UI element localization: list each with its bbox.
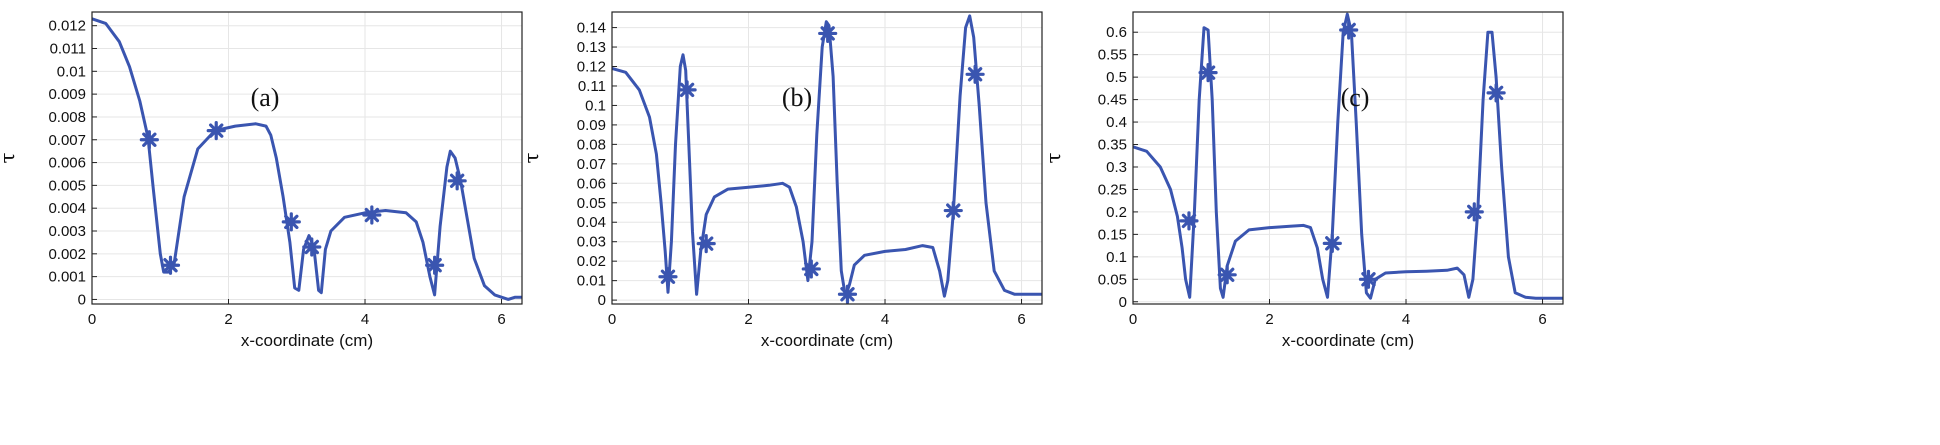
data-marker xyxy=(206,121,226,141)
y-tick-label: 0.05 xyxy=(1098,271,1127,288)
y-tick-label: 0.02 xyxy=(577,253,606,270)
x-tick-label: 4 xyxy=(881,311,889,328)
series-line xyxy=(92,17,522,301)
y-tick-label: 0.01 xyxy=(577,273,606,290)
y-tick-label: 0.012 xyxy=(48,18,86,35)
x-tick-label: 6 xyxy=(1017,311,1025,328)
data-marker xyxy=(447,171,467,191)
y-tick-label: 0.001 xyxy=(48,269,86,286)
x-axis-label: x-coordinate (cm) xyxy=(241,331,373,350)
series-line xyxy=(612,14,1042,298)
data-marker xyxy=(696,234,716,254)
data-marker xyxy=(658,267,678,287)
x-tick-label: 0 xyxy=(88,311,96,328)
series-line xyxy=(1133,12,1563,300)
y-tick-label: 0.55 xyxy=(1098,47,1127,64)
y-tick-label: 0.5 xyxy=(1106,69,1127,86)
data-marker xyxy=(677,80,697,100)
y-tick-label: 0.15 xyxy=(1098,226,1127,243)
data-marker xyxy=(1217,265,1237,285)
y-tick-label: 0.07 xyxy=(577,156,606,173)
data-marker xyxy=(425,255,445,275)
x-tick-label: 6 xyxy=(1538,311,1546,328)
y-tick-label: 0.007 xyxy=(48,132,86,149)
data-marker xyxy=(837,284,858,304)
y-tick-label: 0.1 xyxy=(1106,249,1127,266)
y-tick-label: 0.12 xyxy=(577,59,606,76)
data-marker xyxy=(281,212,301,232)
data-marker xyxy=(1358,269,1379,289)
data-marker xyxy=(818,23,838,44)
data-marker xyxy=(1464,202,1484,222)
y-tick-label: 0.005 xyxy=(48,177,86,194)
y-tick-label: 0.6 xyxy=(1106,24,1127,41)
data-marker xyxy=(1486,83,1506,103)
y-tick-label: 0.2 xyxy=(1106,204,1127,221)
y-tick-label: 0.004 xyxy=(48,200,86,217)
y-tick-label: 0.008 xyxy=(48,109,86,126)
y-tick-label: 0 xyxy=(1119,294,1127,311)
y-tick-label: 0.4 xyxy=(1106,114,1127,131)
data-marker xyxy=(1179,211,1199,231)
y-tick-label: 0.003 xyxy=(48,223,86,240)
y-tick-label: 0.35 xyxy=(1098,137,1127,154)
y-tick-label: 0.13 xyxy=(577,39,606,56)
data-marker xyxy=(1322,233,1342,253)
chart-panel-2: 0 2 4 6 0 0.05 0.1 0.15 0.2 0.25 0.3 0.35 0.4 0.45 0.5… xyxy=(1041,11,1564,350)
y-tick-label: 0.01 xyxy=(57,63,86,80)
y-tick-label: 0.1 xyxy=(585,97,606,114)
x-tick-label: 2 xyxy=(224,311,232,328)
data-marker xyxy=(1339,20,1359,40)
panel-annotation: (c) xyxy=(1341,83,1370,112)
y-tick-label: 0.04 xyxy=(577,214,606,231)
y-tick-label: 0.45 xyxy=(1098,92,1127,109)
chart-panel-0: 0 2 4 6 0 0.001 0.002 0.003 0.004 0.005 0.006 0.007… xyxy=(0,11,523,350)
y-tick-label: 0.011 xyxy=(50,41,86,58)
x-tick-label: 4 xyxy=(361,311,369,328)
x-tick-label: 4 xyxy=(1402,311,1410,328)
data-marker xyxy=(1198,63,1218,83)
y-axis-label: τ xyxy=(1041,152,1065,163)
x-tick-label: 2 xyxy=(744,311,752,328)
y-tick-label: 0.11 xyxy=(578,78,606,95)
x-tick-label: 0 xyxy=(608,311,616,328)
y-tick-label: 0.14 xyxy=(577,20,606,37)
y-tick-label: 0.09 xyxy=(577,117,606,134)
data-marker xyxy=(160,255,181,275)
panel-annotation: (b) xyxy=(782,83,812,112)
y-tick-label: 0 xyxy=(78,291,86,308)
y-tick-label: 0.03 xyxy=(577,234,606,251)
y-tick-label: 0.08 xyxy=(577,136,606,153)
y-tick-label: 0.05 xyxy=(577,195,606,212)
y-tick-label: 0 xyxy=(598,292,606,309)
data-marker xyxy=(801,259,821,279)
plot-frame xyxy=(91,11,523,305)
chart-panel-1: 0 2 4 6 0 0.01 0.02 0.03 0.04 0.05 0.06 0.07 0.08 0.0… xyxy=(519,11,1043,350)
y-axis-label: τ xyxy=(519,152,543,163)
plot-frame xyxy=(1132,11,1564,305)
x-tick-label: 6 xyxy=(497,311,505,328)
y-tick-label: 0.009 xyxy=(48,86,86,103)
y-tick-label: 0.3 xyxy=(1106,159,1127,176)
y-tick-label: 0.06 xyxy=(577,175,606,192)
x-tick-label: 0 xyxy=(1129,311,1137,328)
data-marker xyxy=(302,237,322,257)
y-tick-label: 0.25 xyxy=(1098,181,1127,198)
y-tick-label: 0.006 xyxy=(48,155,86,172)
y-axis-label: τ xyxy=(0,152,19,163)
y-tick-label: 0.002 xyxy=(48,246,86,263)
panel-annotation: (a) xyxy=(251,83,280,112)
x-axis-label: x-coordinate (cm) xyxy=(761,331,893,350)
x-tick-label: 2 xyxy=(1265,311,1273,328)
data-marker xyxy=(139,130,159,150)
plot-frame xyxy=(611,11,1043,305)
x-axis-label: x-coordinate (cm) xyxy=(1282,331,1414,350)
data-marker xyxy=(965,64,985,84)
data-marker xyxy=(943,200,963,221)
data-marker xyxy=(362,205,382,225)
